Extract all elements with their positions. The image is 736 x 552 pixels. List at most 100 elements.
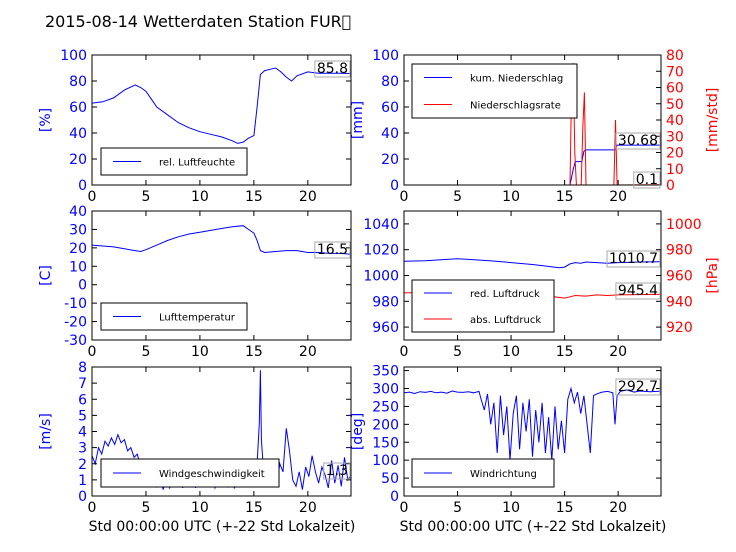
legend-label-precipitation-0: kum. Niederschlag [470,74,563,85]
x-tick-label-winddirection-3: 15 [556,500,574,516]
y-tick-label-pressure-3: 1020 [363,243,399,259]
y-tick-label-temperature-2: -10 [64,296,87,312]
y-tick-label-precipitation-3: 60 [381,100,399,116]
panel-windspeed: 0 5 10 15 20012345678[m/s]Windgeschwindigkei… [38,360,352,516]
y-tick-label-windspeed-0: 0 [78,489,87,505]
value-annotation-box-windspeed-0 [323,462,351,480]
panel-winddirection: 0 5 10 15 20050100150200250300350[deg]Windri… [350,364,662,516]
x-tick-label-temperature-0: 0 [88,344,97,360]
x-tick-label-humidity-4: 20 [299,189,317,205]
y-axis-label-humidity: [%] [38,108,54,132]
value-annotation-box-precipitation-0 [615,132,661,150]
legend-box-precipitation [411,63,578,119]
panel-temperature: 0 5 10 15 20 -30 -20 -10 0 10 20 30 40 [C] Lufttempera… [38,204,352,360]
y2-tick-label-precipitation-4: 40 [666,113,684,129]
legend-label-humidity-0: rel. Luftfeuchte [159,158,235,169]
series-line-precipitation-0 [404,144,661,186]
y2-tick-label-pressure-1: 940 [666,294,693,310]
value-annotation-precipitation-0: 30.68 [618,133,658,149]
axes-frame-winddirection [403,366,662,497]
value-annotation-box-pressure-1 [615,282,661,300]
series-line-temperature-0 [91,225,352,255]
y-tick-label-windspeed-2: 2 [78,457,87,473]
series-line-winddirection-0 [403,386,662,461]
y-axis-label-windspeed: [m/s] [38,413,54,450]
y2-tick-label-precipitation-8: 80 [666,48,684,64]
y-tick-label-precipitation-2: 40 [381,126,399,142]
x-axis-label-left: Std 00:00:00 UTC (+-22 Std Lokalzeit) [89,519,356,535]
x-tick-label-windspeed-4: 20 [299,500,317,516]
y-tick-label-winddirection-0: 0 [390,489,399,505]
x-tick-label-humidity-0: 0 [88,189,97,205]
y-tick-label-temperature-1: -20 [64,315,87,331]
x-tick-label-winddirection-4: 20 [609,500,627,516]
y-tick-label-pressure-0: 960 [372,320,399,336]
y2-tick-label-precipitation-2: 20 [666,146,684,162]
x-tick-label-pressure-2: 10 [502,344,520,360]
x-tick-label-winddirection-0: 0 [400,500,409,516]
y-tick-label-windspeed-8: 8 [78,360,87,376]
y-tick-label-winddirection-6: 300 [372,382,399,398]
y-tick-label-precipitation-4: 80 [381,74,399,90]
x-tick-label-humidity-2: 10 [191,189,209,205]
y-tick-label-temperature-6: 30 [69,222,87,238]
x-tick-label-temperature-2: 10 [191,344,209,360]
y-tick-label-windspeed-7: 7 [78,376,87,392]
y2-tick-label-pressure-3: 980 [666,243,693,259]
series-line-humidity-0 [91,67,352,144]
y-tick-label-winddirection-7: 350 [372,364,399,380]
y-tick-label-humidity-2: 40 [69,126,87,142]
y-tick-label-precipitation-5: 100 [372,48,399,64]
y-axis-label-temperature: [C] [38,265,54,286]
y2-axis-label-pressure: [hPa] [705,257,721,293]
x-tick-label-humidity-3: 15 [245,189,263,205]
y-tick-label-humidity-0: 0 [78,178,87,194]
y-tick-label-precipitation-0: 0 [390,178,399,194]
y-tick-label-windspeed-4: 4 [78,425,87,441]
y-tick-label-pressure-2: 1000 [363,269,399,285]
x-tick-label-winddirection-2: 10 [502,500,520,516]
y2-tick-label-precipitation-5: 50 [666,97,684,113]
y-tick-label-winddirection-3: 150 [372,435,399,451]
legend-box-pressure [411,279,555,333]
x-tick-label-precipitation-2: 10 [502,189,520,205]
y-tick-label-temperature-7: 40 [69,204,87,220]
series-line-pressure-0 [403,258,662,269]
y-tick-label-humidity-4: 80 [69,74,87,90]
x-tick-label-pressure-0: 0 [400,344,409,360]
x-tick-label-humidity-1: 5 [141,189,150,205]
y-tick-label-windspeed-3: 3 [78,441,87,457]
x-tick-label-precipitation-4: 20 [609,189,627,205]
panel-precipitation: 0 5 10 15 2002040608010001020304050607080[mm… [350,48,721,205]
y-tick-label-temperature-4: 10 [69,259,87,275]
y-tick-label-humidity-3: 60 [69,100,87,116]
y2-tick-label-precipitation-6: 60 [666,81,684,97]
y-tick-label-humidity-5: 100 [60,48,87,64]
x-tick-label-windspeed-3: 15 [245,500,263,516]
value-annotation-box-humidity-0 [314,60,351,78]
y2-tick-label-pressure-0: 920 [666,320,693,336]
x-tick-label-temperature-1: 5 [141,344,150,360]
y-tick-label-temperature-5: 20 [69,241,87,257]
y2-tick-label-pressure-2: 960 [666,269,693,285]
y-tick-label-winddirection-1: 50 [381,471,399,487]
y-tick-label-temperature-3: 0 [78,278,87,294]
y2-tick-label-pressure-4: 1000 [666,217,702,233]
y2-tick-label-precipitation-1: 10 [666,162,684,178]
figure-title: 2015-08-14 Wetterdaten Station FUR  [45,12,351,31]
x-tick-label-windspeed-2: 10 [191,500,209,516]
value-annotation-winddirection-0: 292.7 [618,379,658,395]
y-tick-label-temperature-0: -30 [64,333,87,349]
value-annotation-precipitation-1: 0.1 [636,172,658,188]
y-tick-label-winddirection-4: 200 [372,417,399,433]
y2-tick-label-precipitation-3: 30 [666,129,684,145]
legend-label-pressure-1: abs. Luftdruck [470,315,541,326]
x-tick-label-precipitation-0: 0 [400,189,409,205]
x-tick-label-pressure-1: 5 [453,344,462,360]
x-tick-label-winddirection-1: 5 [453,500,462,516]
y-tick-label-winddirection-5: 250 [372,399,399,415]
legend-label-windspeed-0: Windgeschwindigkeit [159,469,265,480]
x-tick-label-precipitation-1: 5 [453,189,462,205]
axes-frame-temperature [91,210,352,341]
legend-label-winddirection-0: Windrichtung [470,469,537,480]
